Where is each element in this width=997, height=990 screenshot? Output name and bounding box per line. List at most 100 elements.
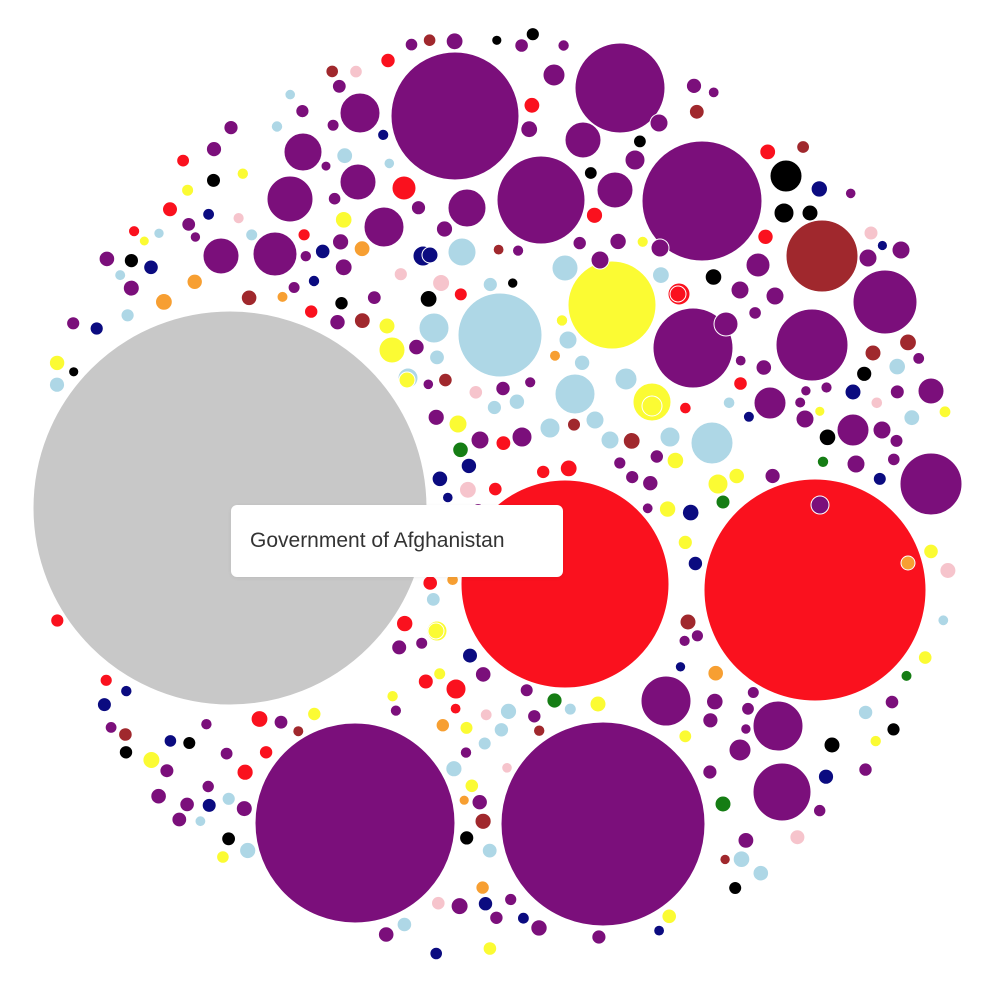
bubble-purple[interactable]	[363, 206, 405, 248]
bubble-purple[interactable]	[331, 78, 347, 94]
bubble-purple[interactable]	[652, 307, 734, 389]
bubble-purple[interactable]	[496, 155, 586, 245]
bubble-purple[interactable]	[748, 306, 762, 320]
bubble-brown[interactable]	[353, 312, 371, 330]
bubble-pink[interactable]	[431, 895, 446, 911]
bubble-black[interactable]	[773, 202, 795, 224]
bubble-red[interactable]	[304, 304, 319, 319]
bubble-lightblue[interactable]	[493, 722, 510, 738]
bubble-navy[interactable]	[307, 274, 321, 288]
bubble-red[interactable]	[453, 287, 468, 302]
bubble-yellow[interactable]	[378, 336, 406, 364]
bubble-lightblue[interactable]	[447, 237, 477, 267]
bubble-red[interactable]	[669, 285, 687, 303]
bubble-yellow[interactable]	[917, 650, 933, 665]
bubble-lightblue[interactable]	[429, 349, 445, 366]
bubble-navy[interactable]	[653, 924, 665, 937]
bubble-lightblue[interactable]	[614, 367, 638, 391]
bubble-navy[interactable]	[120, 684, 133, 698]
bubble-purple[interactable]	[377, 926, 395, 943]
bubble-brown[interactable]	[325, 64, 340, 79]
bubble-lightblue[interactable]	[659, 426, 681, 448]
bubble-brown[interactable]	[785, 219, 859, 293]
bubble-purple[interactable]	[171, 811, 188, 828]
bubble-purple[interactable]	[150, 787, 167, 805]
bubble-purple[interactable]	[450, 897, 469, 916]
bubble-yellow[interactable]	[181, 183, 195, 197]
bubble-purple[interactable]	[410, 200, 427, 216]
bubble-purple[interactable]	[795, 409, 815, 429]
bubble-lightblue[interactable]	[690, 421, 734, 465]
bubble-purple[interactable]	[252, 231, 298, 277]
bubble-purple[interactable]	[104, 721, 118, 734]
bubble-purple[interactable]	[447, 188, 487, 228]
bubble-purple[interactable]	[266, 175, 314, 223]
bubble-red[interactable]	[176, 153, 191, 168]
bubble-purple[interactable]	[287, 281, 301, 294]
bubble-purple[interactable]	[389, 704, 402, 717]
bubble-red[interactable]	[417, 673, 434, 690]
bubble-yellow[interactable]	[938, 405, 952, 419]
bubble-lightblue[interactable]	[573, 354, 591, 371]
bubble-lightblue[interactable]	[336, 147, 354, 165]
bubble-purple[interactable]	[846, 454, 866, 474]
bubble-red[interactable]	[297, 228, 311, 242]
bubble-lightblue[interactable]	[600, 430, 620, 450]
bubble-purple[interactable]	[391, 639, 408, 656]
bubble-red[interactable]	[162, 201, 178, 218]
bubble-navy[interactable]	[674, 661, 687, 673]
bubble-purple[interactable]	[435, 220, 454, 238]
bubble-navy[interactable]	[844, 383, 862, 401]
bubble-black[interactable]	[583, 166, 598, 180]
bubble-orange[interactable]	[475, 880, 490, 895]
bubble-lightblue[interactable]	[732, 850, 751, 869]
bubble-red[interactable]	[733, 376, 748, 391]
bubble-purple[interactable]	[159, 763, 175, 779]
bubble-purple[interactable]	[295, 104, 310, 119]
bubble-green[interactable]	[452, 441, 469, 459]
bubble-red[interactable]	[536, 464, 551, 480]
bubble-purple[interactable]	[685, 77, 703, 95]
bubble-purple[interactable]	[299, 250, 312, 263]
bubble-yellow[interactable]	[661, 908, 678, 925]
bubble-navy[interactable]	[477, 896, 494, 912]
bubble-yellow[interactable]	[728, 467, 746, 485]
bubble-purple[interactable]	[223, 120, 239, 136]
bubble-lightblue[interactable]	[284, 88, 297, 101]
bubble-lightblue[interactable]	[508, 393, 526, 410]
bubble-purple[interactable]	[737, 832, 755, 849]
bubble-navy[interactable]	[314, 243, 331, 260]
bubble-yellow[interactable]	[334, 211, 353, 229]
bubble-navy[interactable]	[163, 734, 178, 748]
bubble-pink[interactable]	[479, 708, 493, 722]
bubble-purple[interactable]	[219, 746, 234, 761]
bubble-purple[interactable]	[504, 892, 518, 907]
bubble-purple[interactable]	[609, 232, 627, 251]
bubble-purple[interactable]	[514, 38, 529, 53]
bubble-purple[interactable]	[320, 160, 332, 172]
bubble-yellow[interactable]	[555, 314, 569, 327]
bubble-red[interactable]	[703, 478, 927, 702]
bubble-purple[interactable]	[624, 149, 646, 171]
bubble-black[interactable]	[886, 722, 901, 737]
bubble-orange[interactable]	[186, 273, 203, 290]
bubble-lightblue[interactable]	[888, 357, 907, 376]
bubble-navy[interactable]	[89, 321, 104, 336]
bubble-purple[interactable]	[650, 238, 670, 258]
bubble-purple[interactable]	[872, 420, 892, 440]
bubble-purple[interactable]	[273, 714, 289, 730]
bubble-black[interactable]	[728, 881, 743, 895]
bubble-black[interactable]	[182, 736, 197, 750]
bubble-purple[interactable]	[702, 764, 718, 780]
bubble-lightblue[interactable]	[396, 916, 413, 933]
bubble-lightblue[interactable]	[239, 841, 257, 860]
bubble-pink[interactable]	[789, 829, 806, 846]
bubble-purple[interactable]	[489, 910, 504, 925]
bubble-purple[interactable]	[678, 634, 691, 648]
bubble-navy[interactable]	[201, 797, 217, 813]
bubble-yellow[interactable]	[658, 500, 677, 518]
bubble-lightblue[interactable]	[221, 791, 236, 806]
bubble-navy[interactable]	[817, 768, 835, 785]
bubble-black[interactable]	[525, 27, 540, 42]
bubble-black[interactable]	[206, 172, 221, 188]
